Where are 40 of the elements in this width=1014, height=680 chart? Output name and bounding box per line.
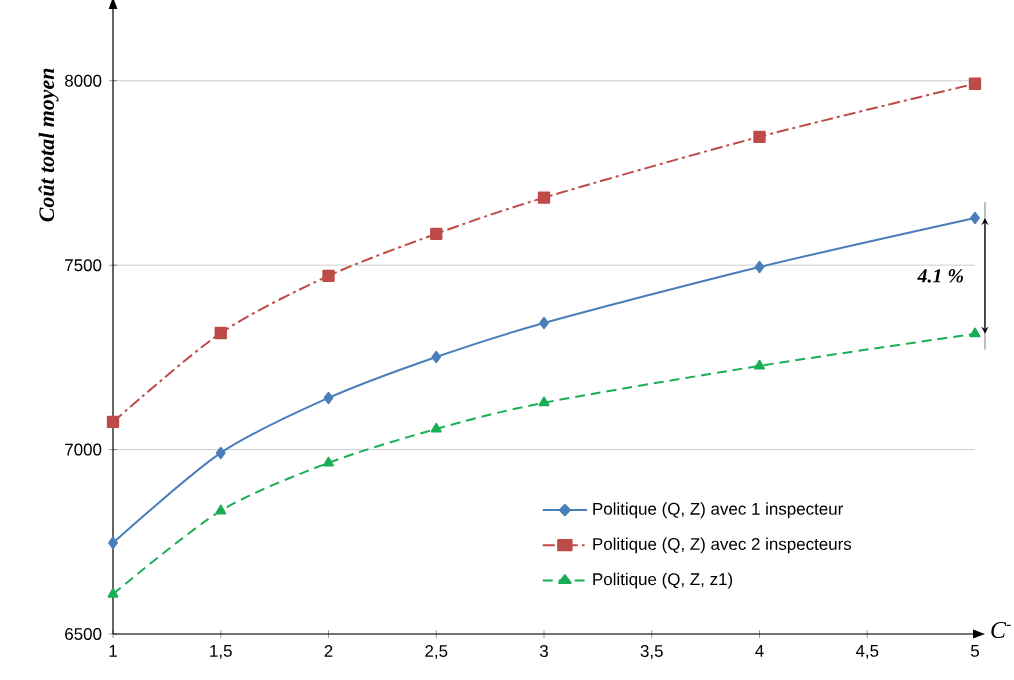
point (106, 415, 120, 429)
x-tick-label: 2,5 (425, 645, 448, 660)
point (215, 504, 227, 515)
legend-label: Politique (Q, Z) avec 2 inspecteurs (593, 537, 852, 554)
point (968, 77, 982, 90)
point (753, 130, 766, 143)
point (430, 422, 442, 433)
point (323, 391, 334, 405)
point (107, 587, 119, 598)
point (754, 260, 765, 274)
point (538, 396, 550, 407)
point (754, 359, 765, 370)
y-tick-label: 8000 (65, 74, 102, 87)
x-tick-label: 1 (109, 645, 117, 657)
legend-label: Politique (Q, Z, z1) (593, 572, 733, 589)
point (215, 446, 226, 460)
point (323, 456, 334, 467)
point (970, 211, 980, 225)
x-axis-title: C$^{-}$ (991, 621, 1011, 639)
x-tick-label: 3,5 (640, 645, 663, 660)
x-tick-label: 4 (755, 645, 764, 657)
point (539, 316, 549, 330)
point (108, 536, 118, 550)
point (322, 269, 335, 283)
point (537, 191, 551, 204)
annotation: 4.1 % (917, 269, 963, 283)
x-tick-label: 4,5 (855, 645, 879, 659)
point (214, 326, 227, 340)
point (430, 227, 443, 240)
point (969, 327, 981, 338)
y-tick-label: 7000 (65, 443, 102, 456)
legend-label: Politique (Q, Z) avec 1 inspecteur (593, 502, 843, 519)
y-axis-title: Coût total moyen (38, 68, 59, 222)
x-tick-label: 2 (324, 645, 333, 657)
y-tick-label: 7500 (65, 259, 102, 272)
x-tick-label: 3 (539, 645, 548, 658)
x-tick-label: 1,5 (210, 645, 232, 659)
y-tick-label: 6500 (65, 628, 102, 640)
x-tick-label: 5 (970, 645, 980, 657)
point (431, 350, 442, 364)
